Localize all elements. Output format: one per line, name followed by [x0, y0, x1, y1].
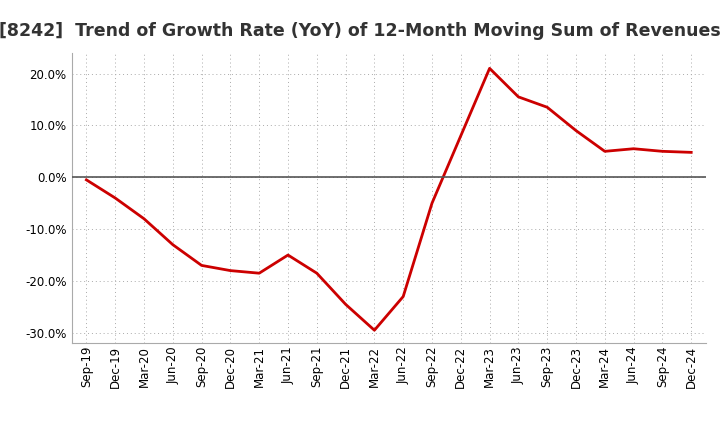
Text: [8242]  Trend of Growth Rate (YoY) of 12-Month Moving Sum of Revenues: [8242] Trend of Growth Rate (YoY) of 12-… — [0, 22, 720, 40]
